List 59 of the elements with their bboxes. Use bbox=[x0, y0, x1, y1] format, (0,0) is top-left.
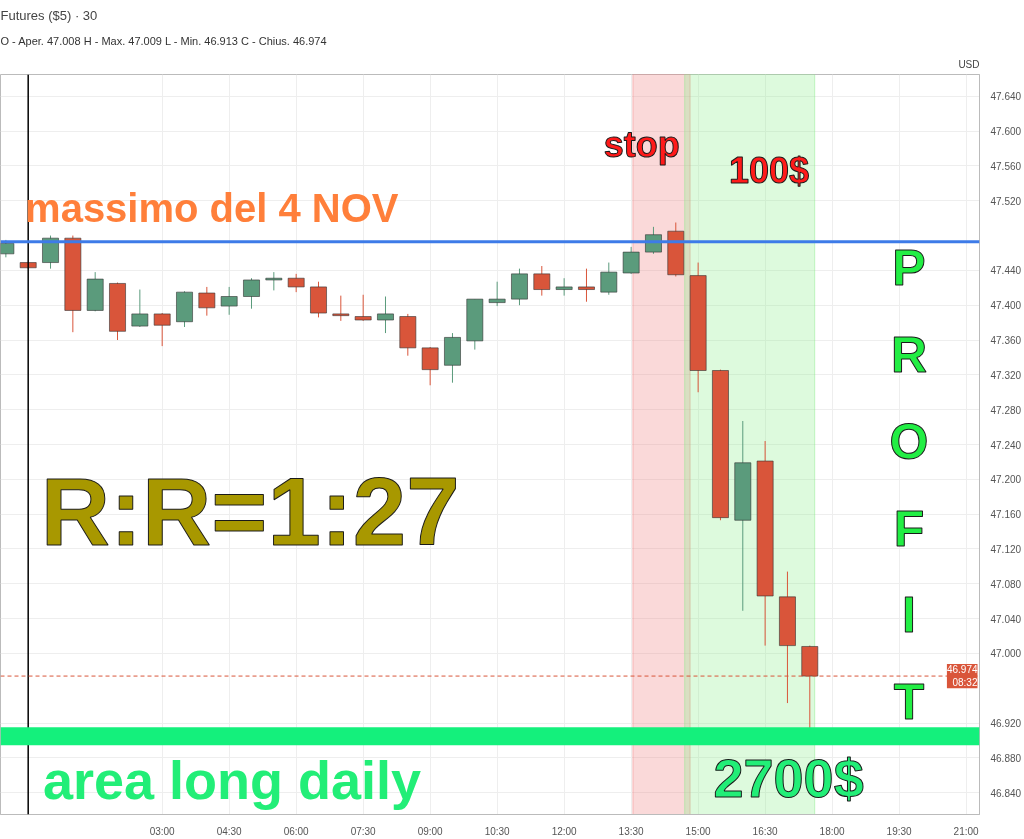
x-tick-label: 03:00 bbox=[149, 825, 176, 837]
x-tick-label: 18:00 bbox=[819, 825, 846, 837]
chart-subtitle: O - Aper. 47.008 H - Max. 47.009 L - Min. 46.913 C - Chius. 46.974 bbox=[0, 34, 327, 47]
candlestick bbox=[153, 312, 171, 347]
y-tick-label: 46.920 bbox=[990, 718, 1022, 730]
y-tick-label: 47.080 bbox=[990, 578, 1022, 590]
x-tick-label: 04:30 bbox=[216, 825, 243, 837]
ref-line-label: area long daily bbox=[42, 750, 422, 811]
x-tick-label: 13:30 bbox=[618, 825, 645, 837]
annotation: 2700$ bbox=[713, 747, 864, 808]
candlestick bbox=[533, 265, 551, 297]
y-tick-label: 47.360 bbox=[990, 335, 1022, 347]
x-tick-label: 19:30 bbox=[886, 825, 913, 837]
candlestick bbox=[220, 286, 238, 316]
y-tick-label: 47.000 bbox=[990, 648, 1022, 660]
chart-title: Futures ($5) · 30 bbox=[0, 7, 98, 23]
y-tick-label: 47.640 bbox=[990, 91, 1022, 103]
candlestick bbox=[198, 286, 216, 317]
y-tick-label: 47.600 bbox=[990, 126, 1022, 138]
x-tick-label: 15:00 bbox=[685, 825, 712, 837]
x-tick-label: 12:00 bbox=[551, 825, 578, 837]
candlestick bbox=[287, 273, 305, 293]
y-tick-label: 47.440 bbox=[990, 265, 1022, 277]
y-tick-label: 46.840 bbox=[990, 787, 1022, 799]
candlestick bbox=[131, 289, 149, 328]
y-tick-label: 47.520 bbox=[990, 195, 1022, 207]
y-tick-label: 47.040 bbox=[990, 613, 1022, 625]
y-tick-label: 47.560 bbox=[990, 160, 1022, 172]
candlestick bbox=[578, 268, 595, 303]
y-tick-label: 47.160 bbox=[990, 509, 1022, 521]
annotation: PROFIT bbox=[889, 240, 929, 731]
annotation: stop bbox=[603, 124, 680, 166]
candlestick bbox=[377, 296, 394, 334]
y-tick-label: 47.200 bbox=[990, 474, 1022, 486]
text: USD bbox=[958, 58, 980, 70]
y-tick-label: 46.880 bbox=[990, 752, 1022, 764]
candlestick bbox=[265, 271, 283, 291]
x-tick-label: 07:30 bbox=[350, 825, 377, 837]
y-tick-label: 47.240 bbox=[990, 439, 1022, 451]
candlestick bbox=[421, 346, 439, 386]
candlestick bbox=[243, 277, 260, 310]
annotation: 100$ bbox=[728, 150, 810, 192]
x-tick-label: 16:30 bbox=[752, 825, 779, 837]
x-tick-label: 10:30 bbox=[484, 825, 511, 837]
x-tick-label: 09:00 bbox=[417, 825, 444, 837]
y-tick-label: 47.280 bbox=[990, 404, 1022, 416]
y-tick-label: 47.320 bbox=[990, 369, 1022, 381]
candlestick bbox=[332, 295, 350, 322]
candlestick bbox=[622, 246, 640, 275]
y-tick-label: 47.120 bbox=[990, 543, 1022, 555]
y-tick-label: 47.400 bbox=[990, 300, 1022, 312]
x-tick-label: 06:00 bbox=[283, 825, 310, 837]
annotation: R:R=1:27 bbox=[40, 457, 460, 565]
x-tick-label: 21:00 bbox=[953, 825, 980, 837]
candlestick bbox=[488, 281, 506, 307]
candlestick bbox=[354, 294, 372, 322]
candlestick bbox=[600, 262, 618, 296]
ref-line-label: 46.974 08:32 bbox=[946, 663, 978, 689]
candlestick bbox=[555, 277, 573, 297]
